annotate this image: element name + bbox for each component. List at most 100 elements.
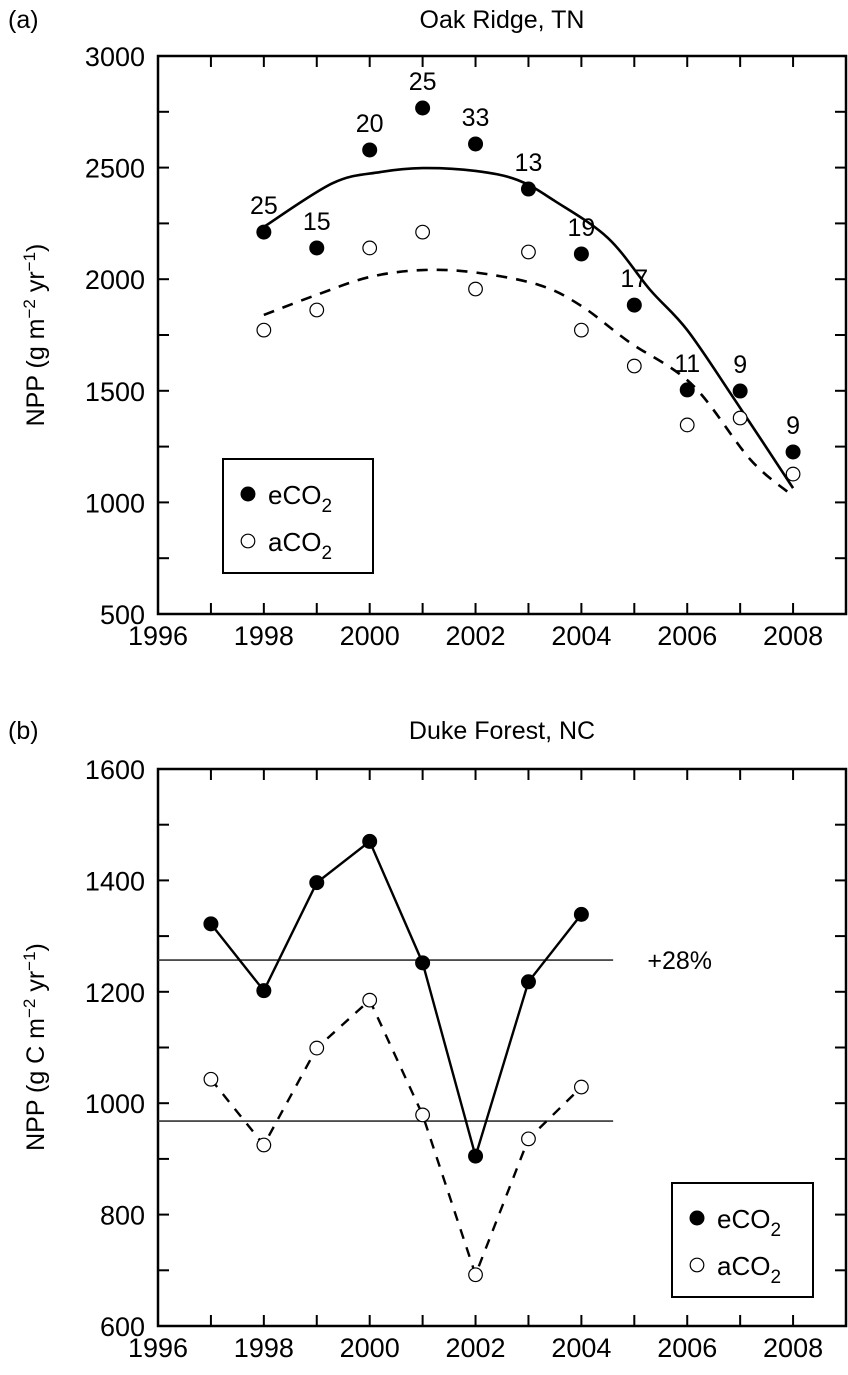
y-axis-label-a-main: NPP (g m	[22, 318, 50, 426]
legend-label-main: eCO	[268, 480, 321, 510]
x-tick-label: 2006	[657, 1333, 717, 1363]
y-axis-label-b-main: NPP (g C m	[22, 1018, 50, 1151]
point-aco2	[309, 302, 325, 318]
x-tick-label: 2004	[551, 621, 611, 651]
series-line-aco2	[209, 998, 583, 1279]
x-tick-label: 1996	[128, 621, 188, 651]
point-eco2	[468, 136, 484, 152]
point-aco2	[415, 224, 431, 240]
point-aco2	[362, 240, 378, 256]
point-eco2	[732, 383, 748, 399]
x-tick-label: 2000	[340, 1333, 400, 1363]
y-tick-label: 500	[100, 600, 145, 630]
points-b	[203, 833, 589, 1283]
legend-label: aCO2	[717, 1251, 781, 1288]
y-axis-label-a-end: )	[22, 244, 50, 252]
x-tick-label: 2004	[551, 1333, 611, 1363]
point-aco2	[468, 1267, 483, 1283]
point-eco2	[362, 833, 378, 849]
x-tick-label: 2008	[763, 621, 823, 651]
chart-title-a: Oak Ridge, TN	[420, 6, 585, 34]
x-tick-label: 2008	[763, 1333, 823, 1363]
y-tick-label: 1600	[85, 755, 145, 785]
point-aco2	[573, 1079, 589, 1095]
x-tick-label: 2002	[445, 621, 505, 651]
legend-marker-open	[689, 1257, 705, 1273]
axes-b: 1996 1998 2000 2002 2004 2006 2008 600 800 1000 12…	[85, 755, 848, 1363]
panel-duke-forest: (b) Duke Forest, NC NPP (g C m−2 yr−1) 1…	[8, 717, 848, 1363]
sample-size-label: 20	[356, 110, 384, 138]
point-aco2	[521, 244, 536, 260]
y-tick-label: 2000	[85, 265, 145, 295]
legend-label: aCO2	[268, 527, 332, 564]
y-axis-label-a-sup1: −2	[20, 299, 39, 318]
legend-marker-filled	[240, 486, 256, 502]
point-aco2	[256, 322, 272, 338]
y-axis-label-b-mid: yr	[22, 971, 50, 999]
legend-label-subscript: 2	[321, 496, 332, 517]
point-eco2	[415, 100, 431, 116]
annotations-b: +28%	[647, 947, 712, 975]
point-aco2	[573, 322, 589, 338]
sample-size-label: 25	[250, 192, 278, 220]
y-axis-label-b: NPP (g C m−2 yr−1)	[20, 943, 50, 1151]
point-eco2	[679, 382, 695, 398]
y-tick-label: 1000	[85, 1089, 145, 1119]
y-tick-label: 1000	[85, 488, 145, 518]
point-eco2	[785, 444, 801, 460]
point-aco2	[468, 281, 483, 297]
point-eco2	[573, 906, 589, 922]
panel-oak-ridge: (a) Oak Ridge, TN NPP (g m−2 yr−1) 1996 1…	[8, 6, 848, 651]
legend-label-subscript: 2	[770, 1220, 781, 1241]
panel-label-a: (a)	[8, 6, 39, 34]
x-tick-label: 1998	[234, 1333, 294, 1363]
fit-line-aco2	[263, 268, 794, 497]
y-tick-label: 800	[100, 1201, 145, 1231]
panel-label-b: (b)	[8, 717, 39, 745]
y-tick-label: 1200	[85, 978, 145, 1008]
y-axis-label-a: NPP (g m−2 yr−1)	[20, 244, 50, 427]
point-aco2	[362, 992, 378, 1008]
x-tick-label: 2006	[657, 621, 717, 651]
sample-size-label: 9	[786, 412, 800, 440]
point-aco2	[521, 1131, 536, 1147]
x-tick-label: 1996	[128, 1333, 188, 1363]
sample-size-label: 17	[620, 265, 648, 293]
legend-label-subscript: 2	[770, 1267, 781, 1288]
point-eco2	[309, 240, 325, 256]
point-eco2	[362, 142, 378, 158]
legend-box	[671, 1182, 814, 1298]
point-aco2	[203, 1071, 219, 1087]
point-eco2	[520, 974, 536, 990]
legend-label-subscript: 2	[321, 543, 332, 564]
sample-size-label: 25	[409, 68, 437, 96]
y-tick-label: 1500	[85, 377, 145, 407]
point-aco2	[626, 358, 642, 374]
legend-label-main: aCO	[717, 1251, 770, 1281]
point-aco2	[415, 1107, 431, 1123]
y-axis-label-b-sup2: −1	[20, 951, 39, 970]
point-aco2	[679, 417, 695, 433]
legend-label: eCO2	[717, 1204, 781, 1241]
points-a: 25 15 20 25 33 13 19 17 11 9 9	[250, 68, 801, 482]
point-eco2	[256, 224, 272, 240]
legend-marker-filled	[689, 1210, 705, 1226]
legend-label: eCO2	[268, 480, 332, 517]
sample-size-label: 33	[462, 104, 490, 132]
point-eco2	[520, 181, 536, 197]
x-tick-label: 2000	[340, 621, 400, 651]
sample-size-label: 9	[733, 351, 747, 379]
point-eco2	[573, 246, 589, 262]
series-lines-b	[209, 839, 583, 1279]
point-eco2	[468, 1148, 484, 1164]
point-eco2	[626, 297, 642, 313]
legend-label-main: eCO	[717, 1204, 770, 1234]
y-axis-label-b-end: )	[22, 943, 50, 951]
y-axis-label-a-sup2: −1	[20, 252, 39, 271]
point-aco2	[785, 466, 801, 482]
point-aco2	[309, 1040, 325, 1056]
axes-a: 1996 1998 2000 2002 2004 2006 2008 500 1000 1500 2…	[85, 42, 848, 651]
